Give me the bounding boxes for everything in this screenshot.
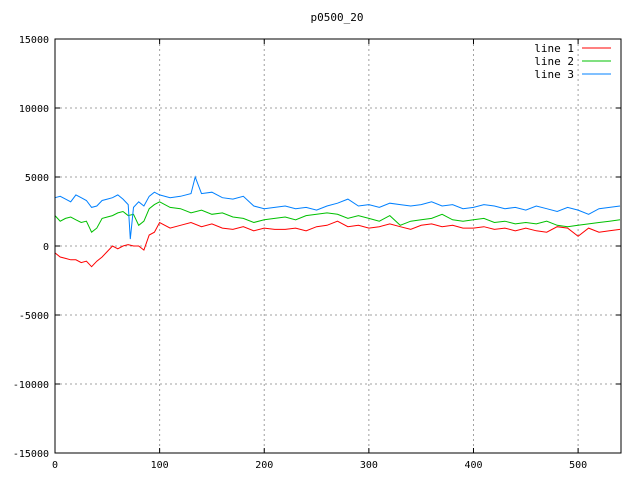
series-lines [54, 175, 621, 268]
x-tick-label: 500 [569, 460, 587, 471]
x-tick-label: 300 [360, 460, 378, 471]
legend-label-1: line 1 [534, 42, 574, 55]
legend-label-3: line 3 [534, 68, 574, 81]
y-tick-label: -15000 [13, 449, 49, 460]
series-line-3 [54, 175, 621, 240]
y-tick-label: -10000 [13, 380, 49, 391]
x-tick-label: 200 [255, 460, 273, 471]
legend-label-2: line 2 [534, 55, 574, 68]
axis-ticks: 0 100 200 300 400 500 -15000 -10000 -5000 0 5000 10… [13, 35, 621, 471]
y-tick-label: -5000 [19, 311, 49, 322]
series-line-1 [54, 220, 621, 268]
x-tick-label: 0 [52, 460, 58, 471]
grid-lines [55, 39, 621, 453]
y-tick-label: 10000 [19, 104, 49, 115]
chart-title: p0500_20 [311, 11, 364, 24]
series-line-2 [54, 201, 621, 233]
x-tick-label: 100 [151, 460, 169, 471]
y-tick-label: 5000 [25, 173, 49, 184]
x-tick-label: 400 [464, 460, 482, 471]
y-tick-label: 0 [43, 242, 49, 253]
y-tick-label: 15000 [19, 35, 49, 46]
